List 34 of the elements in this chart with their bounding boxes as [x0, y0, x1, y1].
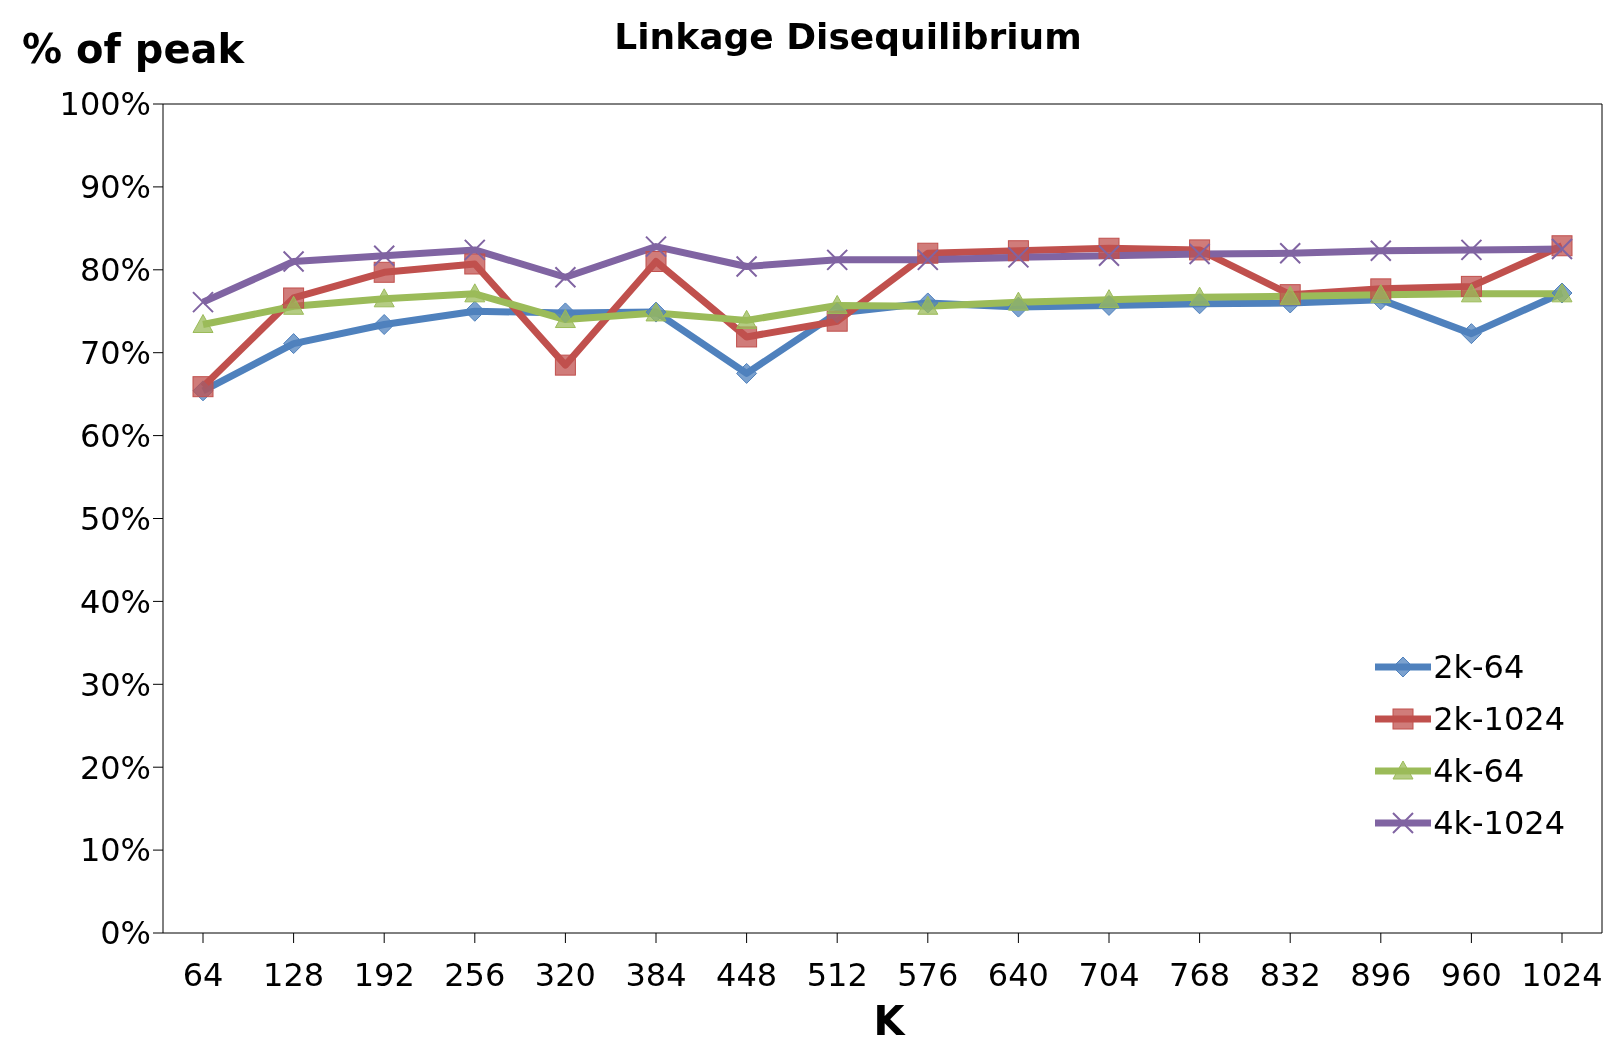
legend-label: 2k-1024	[1433, 700, 1565, 738]
y-tick-label: 0%	[100, 914, 151, 953]
x-tick-label: 704	[1078, 955, 1140, 994]
x-tick-label: 128	[263, 955, 325, 994]
x-tick-label: 832	[1259, 955, 1321, 994]
x-tick-label: 384	[625, 955, 687, 994]
x-tick-label: 512	[806, 955, 868, 994]
x-tick-label: 1024	[1521, 955, 1603, 994]
x-tick-label: 448	[716, 955, 778, 994]
y-axis-title: % of peak	[22, 26, 245, 72]
legend-label: 2k-64	[1433, 648, 1525, 686]
legend-label: 4k-64	[1433, 752, 1525, 790]
x-axis-title: K	[872, 998, 907, 1044]
x-tick-label: 320	[534, 955, 596, 994]
x-tick-label: 768	[1169, 955, 1231, 994]
x-tick-label: 640	[987, 955, 1049, 994]
x-tick-label: 64	[182, 955, 224, 994]
x-tick-label: 896	[1350, 955, 1412, 994]
chart-title: Linkage Disequilibrium	[614, 16, 1082, 57]
x-tick-label: 960	[1440, 955, 1502, 994]
y-tick-label: 70%	[79, 334, 151, 373]
y-tick-label: 20%	[79, 748, 151, 787]
x-tick-label: 256	[444, 955, 506, 994]
y-tick-label: 10%	[79, 831, 151, 870]
y-tick-label: 100%	[59, 85, 151, 124]
y-tick-label: 60%	[79, 416, 151, 455]
legend-label: 4k-1024	[1433, 804, 1565, 842]
x-tick-label: 192	[353, 955, 415, 994]
y-tick-label: 90%	[79, 168, 151, 207]
y-tick-label: 80%	[79, 251, 151, 290]
x-tick-label: 576	[897, 955, 959, 994]
y-tick-label: 40%	[79, 582, 151, 621]
y-tick-label: 30%	[79, 665, 151, 704]
y-tick-label: 50%	[79, 499, 151, 538]
